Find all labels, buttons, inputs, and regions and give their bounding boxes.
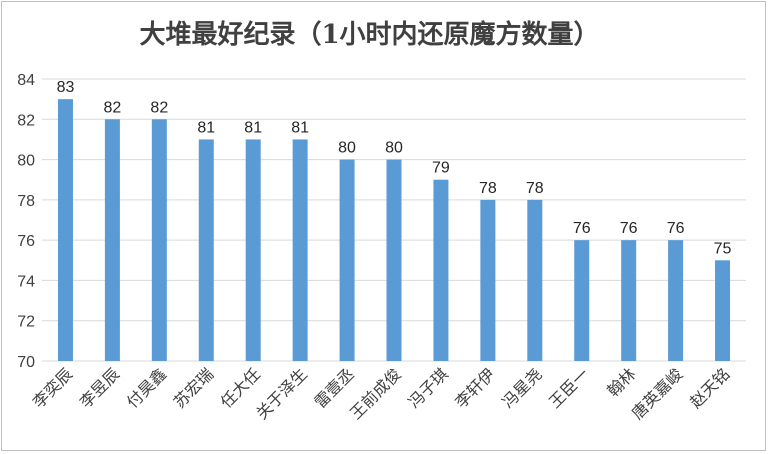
data-label: 79: [432, 160, 450, 177]
bar: [386, 159, 402, 361]
x-tick-label: 冯子琪: [404, 364, 451, 411]
data-label: 76: [573, 220, 591, 237]
x-tick-label: 王臣一: [545, 364, 592, 411]
y-tick-label: 74: [17, 273, 35, 290]
bar: [292, 139, 308, 361]
bar: [480, 199, 496, 361]
x-tick-label: 李轩伊: [451, 364, 498, 411]
data-label: 82: [104, 99, 122, 116]
y-tick-label: 70: [17, 354, 35, 371]
data-label: 78: [479, 180, 497, 197]
y-tick-label: 76: [17, 233, 35, 250]
x-tick-label: 付昊鑫: [123, 364, 170, 411]
x-tick-label: 李昱辰: [76, 364, 123, 411]
data-label: 83: [57, 79, 75, 96]
y-tick-label: 84: [17, 72, 35, 89]
x-tick-label: 关于泽生: [252, 364, 311, 423]
bar: [621, 240, 637, 361]
x-tick-label: 冯星尧: [498, 364, 545, 411]
y-tick-label: 82: [17, 112, 35, 129]
x-tick-label: 苏宏瑞: [170, 364, 217, 411]
data-label: 82: [150, 99, 168, 116]
bar: [198, 139, 214, 361]
data-label: 81: [197, 119, 215, 136]
bar: [151, 119, 167, 362]
x-tick-label: 翰林: [603, 364, 639, 400]
bar: [339, 159, 355, 361]
data-label: 80: [385, 140, 403, 157]
data-label: 76: [620, 220, 638, 237]
data-label: 76: [667, 220, 685, 237]
bars: [57, 99, 731, 362]
y-tick-label: 80: [17, 153, 35, 170]
bar: [57, 99, 73, 362]
data-label: 81: [291, 119, 309, 136]
y-tick-label: 72: [17, 314, 35, 331]
bar: [668, 240, 684, 361]
data-label: 81: [244, 119, 262, 136]
bar: [104, 119, 120, 362]
chart-title: 大堆最好纪录（1小时内还原魔方数量）: [139, 20, 600, 50]
x-tick-label: 李奕辰: [29, 364, 76, 411]
x-tick-label: 赵天铭: [686, 364, 733, 411]
bar: [245, 139, 261, 361]
data-label: 78: [526, 180, 544, 197]
bar: [715, 260, 731, 361]
data-label: 75: [714, 240, 732, 257]
bar: [527, 199, 543, 361]
y-tick-label: 78: [17, 193, 35, 210]
x-tick-label: 唐英嘉峻: [628, 364, 687, 423]
y-axis-ticks: 70 72 74 76 78 80 82 84: [17, 72, 35, 371]
data-labels: 83 82 82 81 81 81 80 80 79 78 78 76 76 76 75: [57, 79, 732, 257]
data-label: 80: [338, 140, 356, 157]
bar: [433, 179, 449, 361]
bar: [574, 240, 590, 361]
x-tick-label: 王前成俊: [346, 364, 405, 423]
